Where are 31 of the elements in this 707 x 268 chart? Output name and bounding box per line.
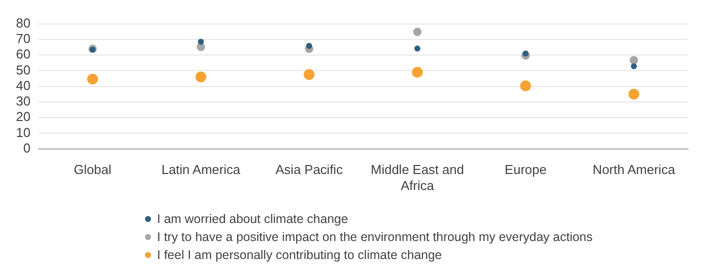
point — [414, 45, 420, 52]
point — [520, 80, 532, 92]
y-tick-label: 20 — [16, 109, 30, 124]
x-tick-label: Asia Pacific — [276, 162, 344, 178]
point — [87, 74, 98, 85]
y-tick-label: 0 — [23, 140, 30, 156]
point — [195, 72, 206, 82]
legend-label: I try to have a positive impact on the environment through my everyday actions — [157, 230, 593, 244]
point — [412, 66, 423, 78]
y-tick-label: 80 — [16, 15, 30, 30]
point — [630, 56, 638, 64]
y-tick-label: 30 — [16, 94, 30, 109]
point — [304, 69, 314, 80]
point — [198, 38, 204, 45]
x-tick-label: North America — [592, 162, 676, 178]
legend-label: I am worried about climate change — [157, 212, 348, 226]
point — [628, 88, 640, 100]
y-tick-label: 60 — [16, 46, 30, 62]
x-tick-label: Europe — [504, 162, 547, 178]
point — [522, 50, 529, 56]
point — [306, 42, 312, 49]
y-tick-label: 70 — [16, 31, 30, 46]
x-tick-label: Middle East and Africa — [370, 162, 464, 193]
legend-label: I feel I am personally contributing to climate change — [157, 248, 442, 262]
point — [630, 63, 637, 70]
y-tick-label: 50 — [16, 62, 30, 78]
x-tick-label: Latin America — [161, 162, 241, 178]
point — [413, 28, 422, 36]
y-tick-label: 10 — [16, 124, 30, 140]
y-tick-label: 40 — [16, 78, 30, 93]
x-tick-label: Global — [74, 162, 112, 178]
